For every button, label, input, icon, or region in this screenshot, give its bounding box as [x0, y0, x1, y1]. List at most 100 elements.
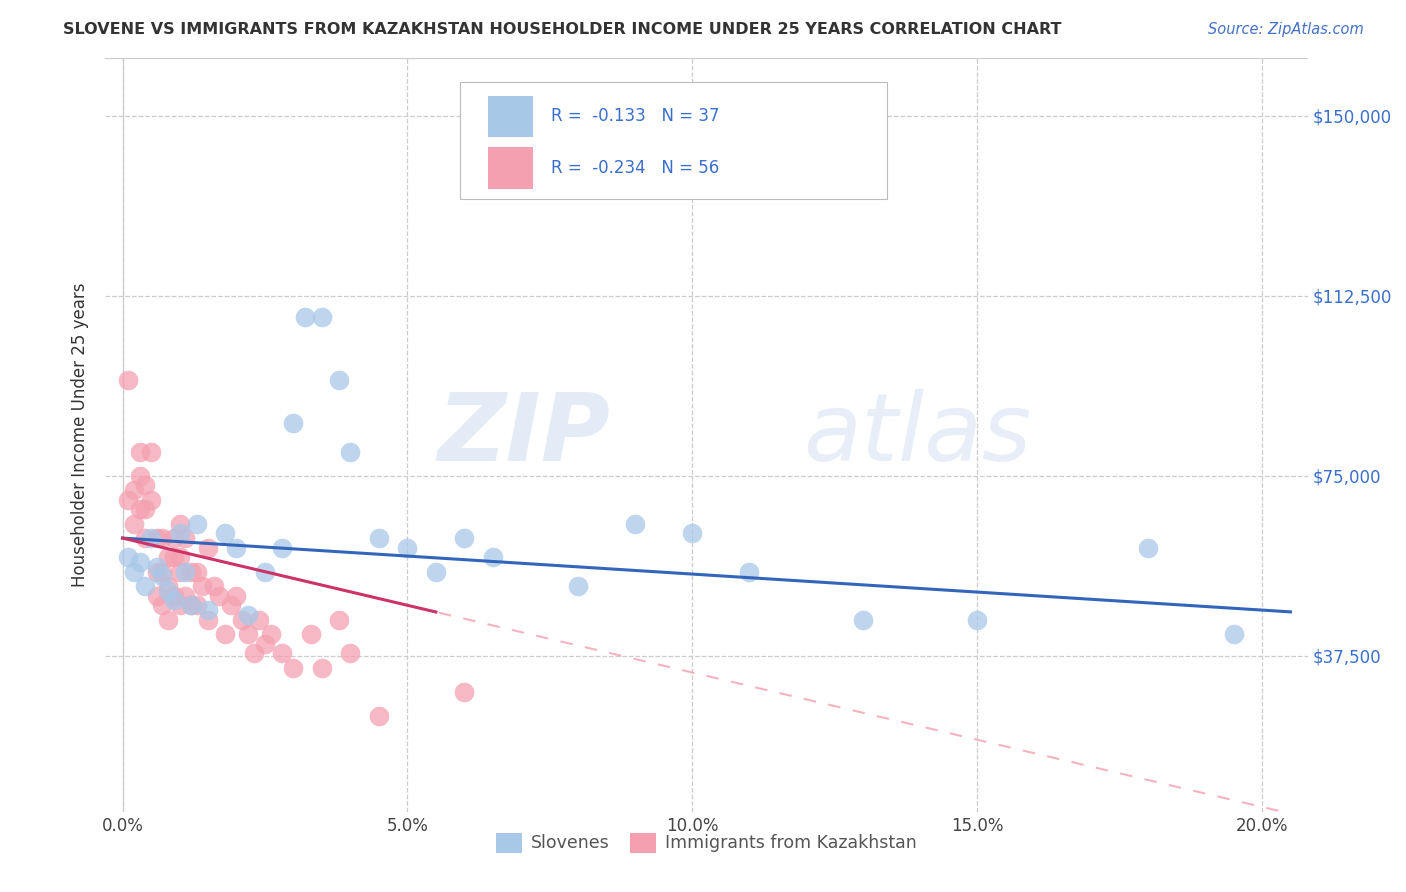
Point [219, 599, 242, 613]
Point [271, 541, 294, 555]
Text: R =  -0.133   N = 37: R = -0.133 N = 37 [551, 107, 720, 126]
Point [157, 613, 180, 627]
Point [368, 531, 391, 545]
Point [169, 550, 191, 565]
Point [134, 478, 156, 492]
Point [567, 579, 589, 593]
Point [117, 373, 139, 387]
Point [453, 531, 475, 545]
Point [247, 613, 270, 627]
Point [299, 627, 322, 641]
Point [482, 550, 505, 565]
Point [1137, 541, 1160, 555]
Point [311, 661, 333, 675]
Point [191, 579, 214, 593]
Bar [488, 147, 533, 188]
Point [163, 593, 186, 607]
Point [145, 565, 167, 579]
Point [253, 637, 276, 651]
Point [966, 613, 988, 627]
Point [283, 661, 305, 675]
Point [163, 531, 186, 545]
Point [128, 444, 150, 458]
Point [236, 627, 259, 641]
Point [157, 579, 180, 593]
Point [174, 589, 197, 603]
Point [396, 541, 419, 555]
Point [328, 613, 350, 627]
Point [152, 599, 174, 613]
Point [128, 468, 150, 483]
Point [186, 516, 208, 531]
Point [169, 526, 191, 541]
Point [169, 599, 191, 613]
Point [180, 599, 202, 613]
Point [145, 589, 167, 603]
Point [225, 589, 247, 603]
Point [186, 565, 208, 579]
Text: SLOVENE VS IMMIGRANTS FROM KAZAKHSTAN HOUSEHOLDER INCOME UNDER 25 YEARS CORRELAT: SLOVENE VS IMMIGRANTS FROM KAZAKHSTAN HO… [63, 22, 1062, 37]
Bar [488, 95, 533, 137]
Point [242, 646, 264, 660]
Text: Source: ZipAtlas.com: Source: ZipAtlas.com [1208, 22, 1364, 37]
Point [1222, 627, 1244, 641]
Point [283, 416, 305, 430]
Point [157, 550, 180, 565]
Point [180, 565, 202, 579]
Point [139, 492, 162, 507]
Point [134, 531, 156, 545]
Text: ZIP: ZIP [437, 389, 610, 481]
Point [294, 310, 316, 325]
Point [253, 565, 276, 579]
Point [169, 516, 191, 531]
Point [122, 565, 145, 579]
Point [122, 483, 145, 497]
Point [157, 583, 180, 598]
Point [624, 516, 647, 531]
Point [117, 550, 139, 565]
FancyBboxPatch shape [460, 82, 887, 199]
Point [339, 646, 361, 660]
Point [271, 646, 294, 660]
Point [202, 579, 225, 593]
Point [236, 607, 259, 622]
Point [169, 565, 191, 579]
Text: atlas: atlas [803, 389, 1031, 481]
Point [152, 569, 174, 583]
Point [145, 560, 167, 574]
Point [260, 627, 283, 641]
Point [122, 516, 145, 531]
Point [163, 550, 186, 565]
Point [128, 502, 150, 516]
Point [214, 627, 236, 641]
Point [738, 565, 761, 579]
Point [368, 708, 391, 723]
Point [134, 579, 156, 593]
Point [174, 531, 197, 545]
Point [214, 526, 236, 541]
Point [681, 526, 703, 541]
Point [152, 531, 174, 545]
Point [852, 613, 875, 627]
Y-axis label: Householder Income Under 25 years: Householder Income Under 25 years [72, 283, 90, 587]
Legend: Slovenes, Immigrants from Kazakhstan: Slovenes, Immigrants from Kazakhstan [489, 826, 924, 860]
Text: R =  -0.234   N = 56: R = -0.234 N = 56 [551, 159, 720, 177]
Point [225, 541, 247, 555]
Point [145, 531, 167, 545]
Point [128, 555, 150, 569]
Point [311, 310, 333, 325]
Point [117, 492, 139, 507]
Point [174, 565, 197, 579]
Point [186, 599, 208, 613]
Point [425, 565, 447, 579]
Point [328, 373, 350, 387]
Point [197, 541, 219, 555]
Point [134, 502, 156, 516]
Point [231, 613, 253, 627]
Point [453, 684, 475, 698]
Point [152, 565, 174, 579]
Point [208, 589, 231, 603]
Point [339, 444, 361, 458]
Point [197, 613, 219, 627]
Point [139, 531, 162, 545]
